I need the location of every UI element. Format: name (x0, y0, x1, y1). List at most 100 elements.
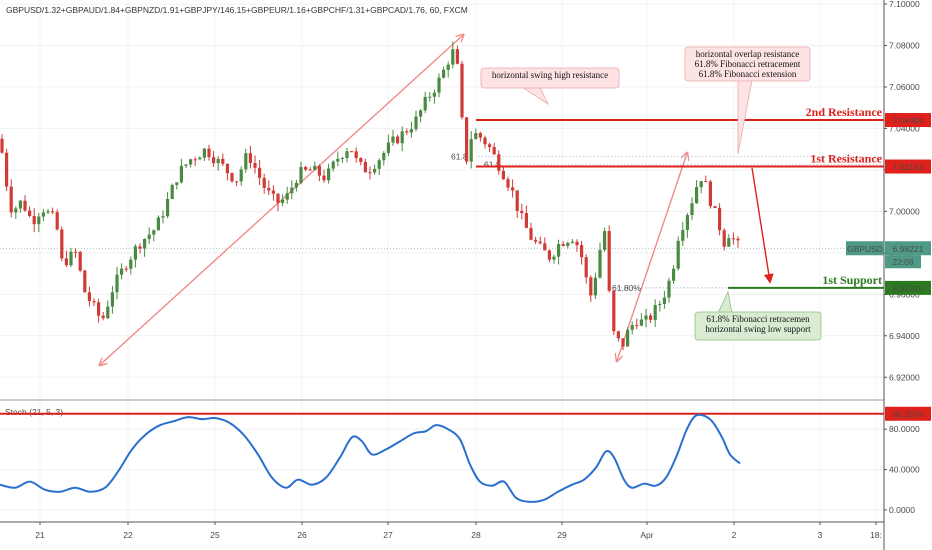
candle (593, 272, 597, 299)
time-tick-label: Apr (640, 530, 653, 540)
candle-body (345, 151, 349, 159)
candle (9, 179, 13, 218)
callout-text: horizontal swing high resistance (492, 70, 608, 80)
candle (184, 164, 188, 169)
candle-body (74, 251, 78, 253)
candle (469, 131, 473, 169)
candle (616, 330, 620, 342)
candle (653, 299, 657, 328)
candle-body (409, 129, 413, 133)
candle (658, 300, 662, 312)
candle-body (391, 136, 395, 143)
candle-body (432, 92, 436, 97)
level-badge-value: 7.04404 (893, 116, 924, 126)
price-tick-label: 7.00000 (889, 206, 920, 216)
candle (612, 289, 616, 335)
fib-label: 61.8 (451, 151, 468, 161)
price-tick-label: 6.94000 (889, 331, 920, 341)
countdown-value: 22:08 (892, 257, 914, 267)
candle-body (469, 139, 473, 162)
candle-body (92, 301, 96, 303)
time-tick-label: 25 (210, 530, 220, 540)
candle (538, 236, 542, 245)
candle (446, 61, 450, 78)
candle-body (230, 173, 234, 182)
candle (193, 156, 197, 167)
candle (520, 203, 524, 220)
candle-body (133, 246, 137, 260)
time-axis[interactable]: 21 22 25 26 27 28 29 Apr 2 3 18: (35, 522, 882, 540)
candle (639, 313, 643, 327)
swing-arrow-retrace (617, 153, 687, 360)
candle-body (124, 268, 128, 270)
candle-body (0, 138, 4, 153)
candle-body (304, 167, 308, 170)
candle-body (639, 319, 643, 326)
candle-body (235, 181, 239, 183)
callout-text: horizontal swing low support (705, 324, 811, 334)
stoch-line (0, 413, 741, 503)
candle-body (603, 231, 607, 250)
candle (400, 126, 404, 152)
candle-body (685, 215, 689, 230)
candle (695, 180, 699, 204)
support-resistance-levels: 2nd Resistance 1st Resistance 1st Support (476, 105, 884, 289)
candle-body (557, 244, 561, 257)
price-axis[interactable]: 6.920006.940006.960006.980007.000007.020… (884, 0, 920, 382)
candle (488, 142, 492, 152)
candle-body (336, 158, 340, 162)
candle (308, 166, 312, 171)
candle (87, 286, 91, 307)
candle (690, 197, 694, 221)
candle-body (225, 163, 229, 174)
candle-body (731, 238, 735, 240)
candle (524, 205, 528, 229)
candle (304, 165, 308, 172)
candle-body (538, 241, 542, 244)
candle (607, 225, 611, 293)
candle-body (207, 148, 211, 158)
candle (253, 155, 257, 174)
candle-body (299, 167, 303, 183)
candle (207, 144, 211, 161)
candle-body (37, 216, 41, 225)
candle (699, 180, 703, 194)
candle-body (681, 229, 685, 241)
candle (147, 227, 151, 244)
candle-body (708, 181, 712, 207)
candle-body (446, 64, 450, 70)
candle (28, 206, 32, 218)
candle (442, 66, 446, 79)
candle (64, 250, 68, 268)
countdown-badge (885, 255, 921, 269)
candle-body (506, 179, 510, 188)
candle (681, 221, 685, 246)
candle (373, 164, 377, 175)
candle-body (695, 187, 699, 204)
candle-body (598, 249, 602, 278)
candle-body (331, 161, 335, 169)
candle (363, 158, 367, 173)
candle (718, 203, 722, 236)
candle-body (584, 257, 588, 278)
candle (478, 131, 482, 142)
candle (534, 236, 538, 245)
candle-body (405, 131, 409, 133)
candle (248, 145, 252, 169)
candle-body (552, 256, 556, 260)
candle-body (534, 239, 538, 242)
candle (92, 298, 96, 306)
candle (350, 150, 354, 153)
candle-body (106, 306, 110, 319)
candle (354, 147, 358, 163)
candle (451, 41, 455, 69)
candle (386, 134, 390, 157)
candle (635, 318, 639, 330)
candle (708, 179, 712, 209)
candle-body (262, 177, 266, 188)
candle (14, 206, 18, 219)
candle (580, 240, 584, 265)
candle (345, 147, 349, 163)
